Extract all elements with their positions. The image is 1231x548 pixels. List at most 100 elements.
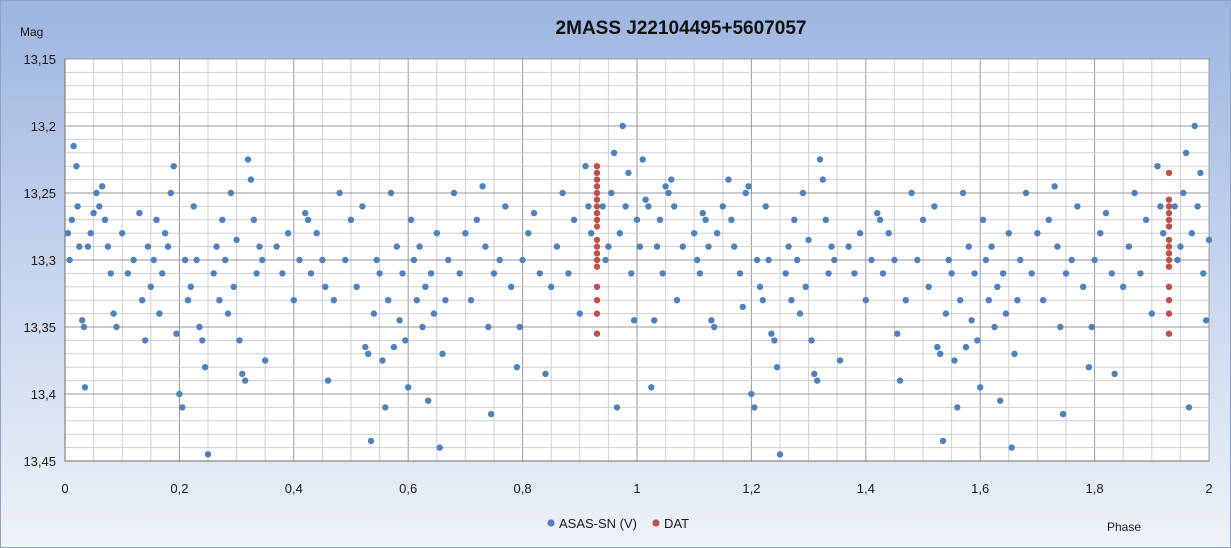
data-point-dat <box>1165 169 1173 177</box>
data-point-dat <box>593 176 601 183</box>
data-point-asas-sn <box>693 256 701 264</box>
series-points <box>64 122 1213 458</box>
data-point-asas-sn <box>748 390 755 398</box>
data-point-asas-sn <box>1174 256 1181 264</box>
x-tick-label: 2 <box>1205 481 1212 496</box>
data-point-asas-sn <box>565 270 572 277</box>
data-point-asas-sn <box>330 297 337 304</box>
data-point-asas-sn <box>196 323 203 331</box>
data-point-asas-sn <box>353 283 360 290</box>
data-point-asas-sn <box>919 216 927 223</box>
data-point-asas-sn <box>179 404 186 411</box>
data-point-asas-sn <box>473 216 480 223</box>
data-point-asas-sn <box>402 337 409 344</box>
data-point-asas-sn <box>204 451 212 458</box>
data-point-asas-sn <box>608 189 615 197</box>
data-point-dat <box>1165 330 1173 337</box>
data-point-asas-sn <box>201 364 209 371</box>
data-point-asas-sn <box>982 256 990 264</box>
data-point-asas-sn <box>736 270 744 277</box>
data-point-asas-sn <box>636 243 644 250</box>
data-point-asas-sn <box>822 216 829 223</box>
data-point-dat <box>1165 310 1173 317</box>
data-point-asas-sn <box>1045 216 1053 223</box>
data-point-asas-sn <box>239 370 246 378</box>
data-point-asas-sn <box>705 243 712 250</box>
x-tick-label: 1,4 <box>857 481 875 496</box>
data-point-asas-sn <box>367 437 375 445</box>
data-point-asas-sn <box>370 310 378 317</box>
data-point-asas-sn <box>1205 236 1213 244</box>
data-point-asas-sn <box>622 203 629 210</box>
data-point-asas-sn <box>1059 410 1067 418</box>
data-point-asas-sn <box>1148 310 1156 317</box>
data-point-asas-sn <box>719 203 726 210</box>
data-point-asas-sn <box>230 283 237 290</box>
data-point-asas-sn <box>113 323 120 331</box>
data-point-dat <box>593 297 601 304</box>
data-point-asas-sn <box>259 256 266 264</box>
data-point-dat <box>1165 236 1173 244</box>
data-point-asas-sn <box>433 230 440 237</box>
data-point-asas-sn <box>445 256 452 264</box>
data-point-asas-sn <box>696 270 704 277</box>
data-point-asas-sn <box>210 270 217 277</box>
data-point-asas-sn <box>1062 270 1070 277</box>
data-point-asas-sn <box>199 337 206 344</box>
grid-lines <box>64 58 1210 462</box>
x-tick-label: 1,8 <box>1086 481 1104 496</box>
chart-title: 2MASS J22104495+5607057 <box>556 18 807 39</box>
data-point-asas-sn <box>319 256 326 264</box>
data-point-asas-sn <box>945 256 952 264</box>
data-point-asas-sn <box>81 384 89 391</box>
y-tick-label: 13,35 <box>23 320 56 335</box>
data-point-asas-sn <box>994 283 1001 290</box>
data-point-asas-sn <box>479 183 486 190</box>
data-point-asas-sn <box>462 230 469 237</box>
data-point-asas-sn <box>796 310 804 317</box>
data-point-asas-sn <box>419 323 426 331</box>
data-point-asas-sn <box>934 343 941 351</box>
data-point-asas-sn <box>439 350 446 357</box>
data-point-asas-sn <box>502 203 509 210</box>
data-point-asas-sn <box>156 310 163 317</box>
data-point-dat <box>593 283 601 290</box>
data-point-asas-sn <box>247 176 255 183</box>
data-point-asas-sn <box>1057 323 1064 331</box>
data-point-asas-sn <box>965 243 972 250</box>
data-point-asas-sn <box>485 323 492 331</box>
data-point-asas-sn <box>951 357 958 364</box>
data-point-asas-sn <box>1157 203 1164 210</box>
data-point-dat <box>593 330 601 337</box>
data-point-asas-sn <box>416 243 423 250</box>
legend-label-dat: DAT <box>664 516 689 531</box>
data-point-asas-sn <box>1091 256 1098 264</box>
data-point-asas-sn <box>665 189 672 197</box>
data-point-asas-sn <box>1011 350 1018 357</box>
data-point-asas-sn <box>436 444 443 451</box>
data-point-dat <box>1165 297 1173 304</box>
data-point-asas-sn <box>957 297 964 304</box>
x-tick-label: 0,4 <box>285 481 303 496</box>
data-point-asas-sn <box>80 323 88 331</box>
data-point-asas-sn <box>74 203 81 210</box>
data-point-asas-sn <box>101 216 109 223</box>
data-point-dat <box>593 163 601 170</box>
data-point-asas-sn <box>1034 230 1041 237</box>
data-point-asas-sn <box>1200 270 1207 277</box>
data-point-asas-sn <box>582 163 589 170</box>
data-point-asas-sn <box>79 317 86 324</box>
data-point-asas-sn <box>954 404 961 411</box>
data-point-asas-sn <box>856 230 864 237</box>
data-point-dat <box>1165 250 1173 257</box>
data-point-asas-sn <box>588 230 595 237</box>
data-point-asas-sn <box>939 437 947 445</box>
data-point-asas-sn <box>313 230 320 237</box>
data-point-asas-sn <box>968 317 975 324</box>
data-point-asas-sn <box>814 377 821 384</box>
data-point-asas-sn <box>794 256 801 264</box>
data-point-asas-sn <box>619 122 626 130</box>
data-point-asas-sn <box>307 270 315 277</box>
data-point-asas-sn <box>296 256 303 264</box>
data-point-asas-sn <box>181 256 189 264</box>
